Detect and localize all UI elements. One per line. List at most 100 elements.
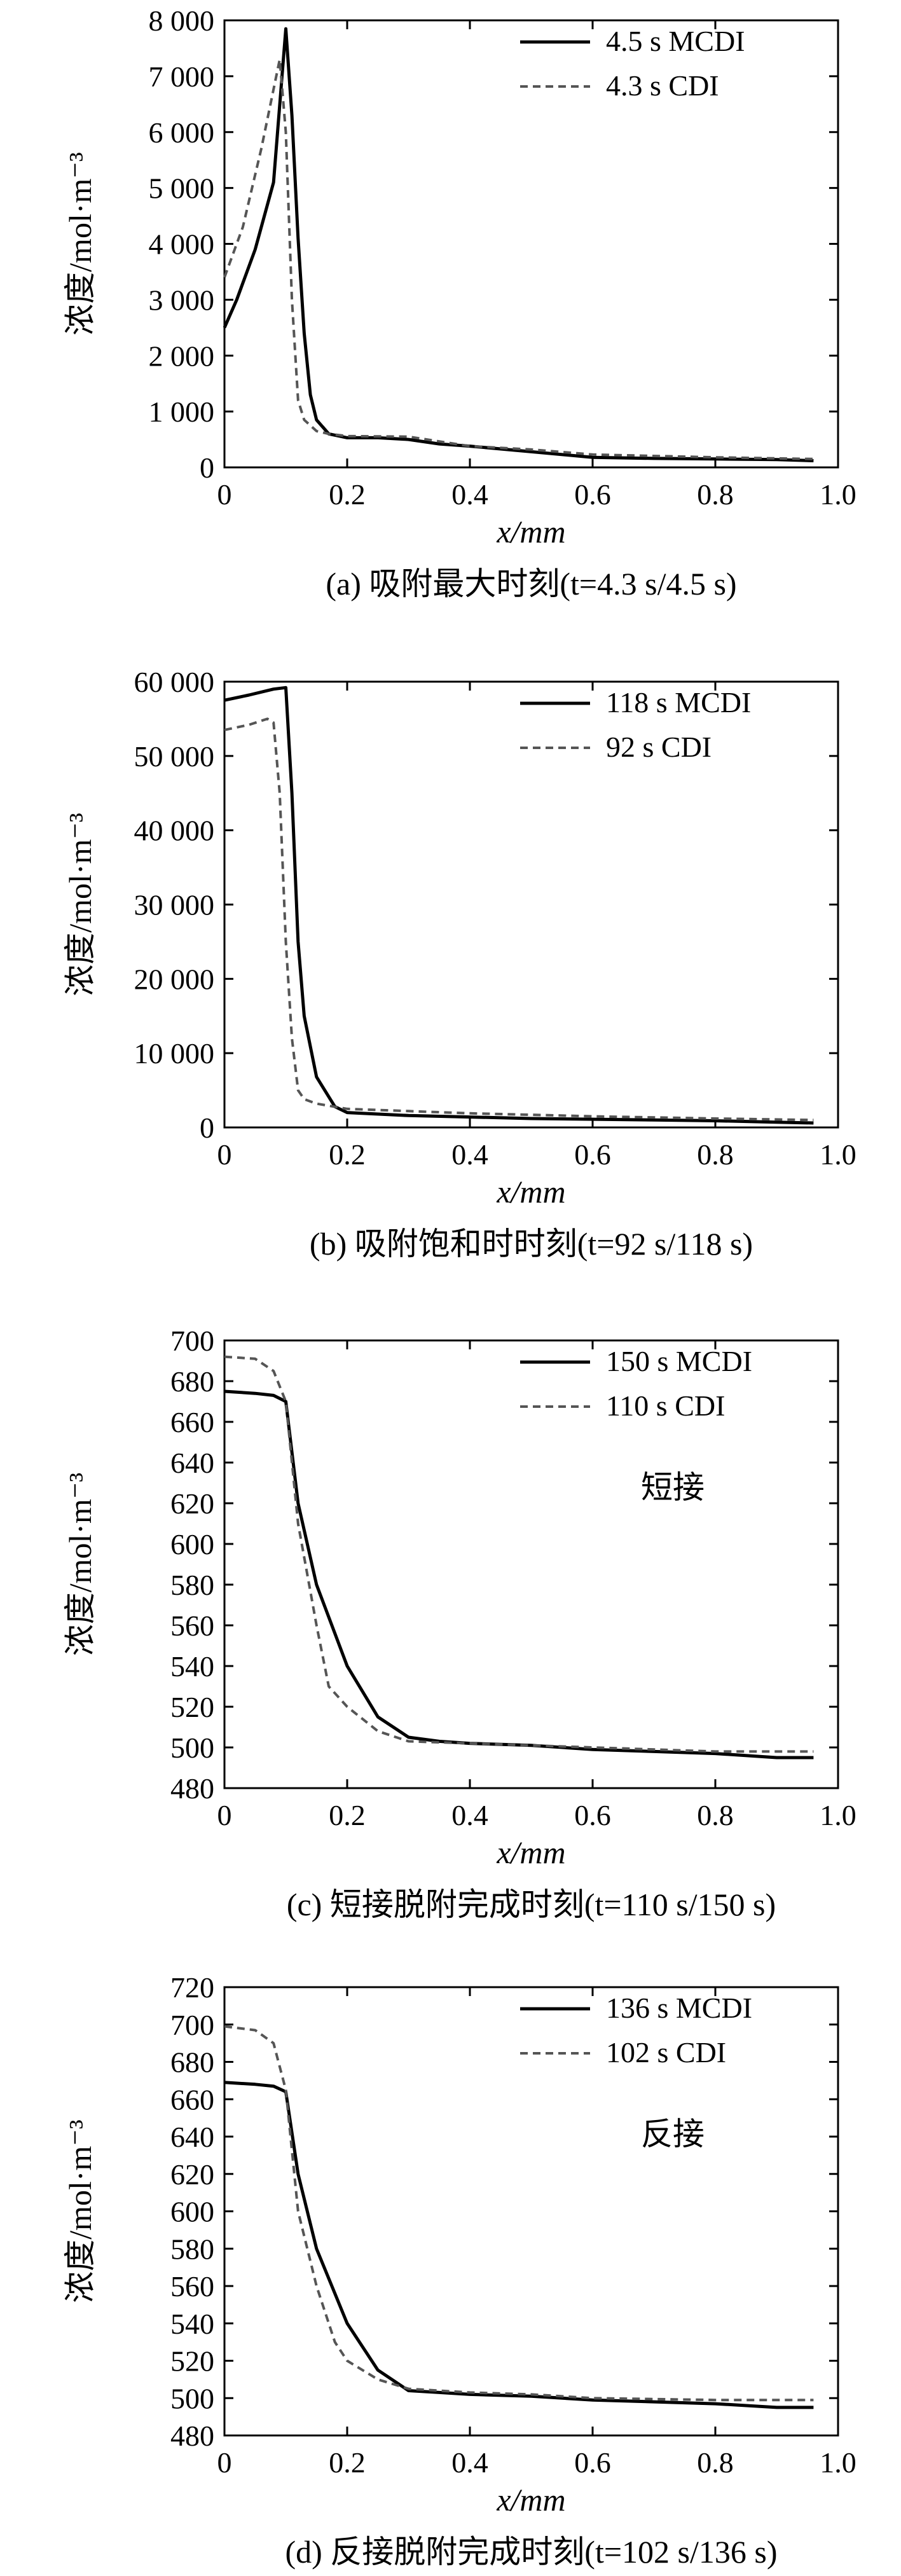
y-tick-label: 700 [170,1325,214,1357]
y-tick-label: 580 [170,1569,214,1601]
y-tick-label: 7 000 [149,60,215,93]
y-tick-label: 500 [170,1732,214,1764]
x-tick-label: 0.8 [697,1799,734,1831]
x-tick-label: 0.4 [451,2446,488,2479]
x-tick-label: 0.6 [574,1138,611,1171]
x-tick-label: 1.0 [820,2446,856,2479]
annotation-label: 短接 [641,1470,705,1505]
panel-caption: (c) 短接脱附完成时刻(t=110 s/150 s) [287,1887,776,1922]
y-tick-label: 720 [170,1971,214,2004]
legend-label: 136 s MCDI [606,1992,752,2024]
y-tick-label: 560 [170,1609,214,1642]
annotation-label: 反接 [641,2116,705,2152]
y-tick-label: 5 000 [149,172,215,205]
series-line-mcdi [224,685,814,1125]
x-tick-label: 1.0 [820,478,856,511]
x-tick-label: 0.2 [329,1799,366,1831]
series-line-cdi [223,58,814,460]
y-tick-label: 4 000 [149,228,215,261]
legend-label: 110 s CDI [606,1389,725,1422]
y-tick-label: 60 000 [134,666,215,698]
y-tick-label: 660 [170,1406,214,1438]
x-tick-label: 0 [217,478,232,511]
y-tick-label: 20 000 [134,963,215,995]
y-tick-label: 660 [170,2083,214,2116]
x-axis-label: x/mm [496,1174,565,1209]
legend-label: 118 s MCDI [606,686,751,719]
x-tick-label: 0 [217,2446,232,2479]
legend-label: 92 s CDI [606,731,712,763]
y-tick-label: 580 [170,2233,214,2265]
series-line-cdi [224,2025,814,2402]
x-axis-label: x/mm [496,1835,565,1870]
plot-frame [223,1339,839,1789]
chart-panel-a: 0 0.2 0.4 0.6 0.8 1.0 0 1 000 2 000 3 000 4 000 5 0… [62,4,856,602]
chart-panel-d: 0 0.2 0.4 0.6 0.8 1.0 480 500 520 540 560 580 600 620… [62,1971,856,2570]
panel-caption: (a) 吸附最大时刻(t=4.3 s/4.5 s) [326,566,736,602]
y-axis-label: 浓度/mol·m⁻³ [62,2119,98,2303]
y-tick-label: 680 [170,2046,214,2079]
y-tick-label: 640 [170,1447,214,1479]
y-tick-label: 2 000 [149,340,215,372]
plot-frame [223,1986,839,2437]
x-tick-label: 0.4 [451,1138,488,1171]
y-tick-label: 40 000 [134,815,215,847]
x-tick-label: 0.8 [697,1138,734,1171]
y-tick-label: 640 [170,2121,214,2153]
plot-frame [223,19,839,469]
x-tick-label: 1.0 [820,1138,856,1171]
y-tick-label: 0 [200,451,214,484]
x-tick-label: 1.0 [820,1799,856,1831]
y-tick-label: 540 [170,1650,214,1683]
y-axis-label: 浓度/mol·m⁻³ [62,813,98,996]
x-tick-label: 0 [217,1138,232,1171]
y-tick-label: 500 [170,2382,214,2414]
series-line-mcdi [224,2081,814,2409]
y-tick-label: 0 [200,1112,214,1144]
y-tick-label: 50 000 [134,740,215,773]
legend-label: 4.3 s CDI [606,69,719,102]
y-tick-label: 560 [170,2270,214,2303]
y-tick-label: 480 [170,2420,214,2452]
y-tick-label: 1 000 [149,396,215,428]
y-tick-label: 540 [170,2308,214,2340]
y-tick-label: 8 000 [149,4,215,37]
legend-label: 150 s MCDI [606,1345,752,1377]
panel-caption: (d) 反接脱附完成时刻(t=102 s/136 s) [285,2534,778,2570]
legend-label: 102 s CDI [606,2036,726,2069]
y-tick-label: 520 [170,2345,214,2378]
y-tick-label: 600 [170,2196,214,2228]
x-axis-label: x/mm [496,2482,565,2517]
series-line-cdi [224,1355,814,1753]
y-tick-label: 3 000 [149,284,215,316]
y-tick-label: 520 [170,1691,214,1723]
x-tick-label: 0.2 [329,2446,366,2479]
y-tick-label: 700 [170,2009,214,2041]
y-tick-label: 30 000 [134,889,215,921]
x-axis-label: x/mm [496,514,565,549]
panel-caption: (b) 吸附饱和时时刻(t=92 s/118 s) [310,1226,753,1262]
y-tick-label: 10 000 [134,1037,215,1070]
x-tick-label: 0.8 [697,478,734,511]
y-tick-label: 6 000 [149,116,215,149]
y-tick-label: 620 [170,1487,214,1520]
plot-frame [223,680,839,1129]
x-tick-label: 0.6 [574,478,611,511]
x-tick-label: 0.2 [329,478,366,511]
x-tick-label: 0.6 [574,2446,611,2479]
x-tick-label: 0.8 [697,2446,734,2479]
x-tick-label: 0.6 [574,1799,611,1831]
x-tick-label: 0.2 [329,1138,366,1171]
chart-panel-c: 0 0.2 0.4 0.6 0.8 1.0 480 500 520 540 560 580 600 620… [62,1325,856,1922]
y-tick-label: 600 [170,1528,214,1560]
chart-panel-b: 0 0.2 0.4 0.6 0.8 1.0 0 10 000 20 000 30 000 40 00… [62,666,856,1262]
x-tick-label: 0.4 [451,478,488,511]
series-line-cdi [224,717,814,1122]
y-tick-label: 620 [170,2158,214,2191]
y-tick-label: 680 [170,1365,214,1398]
legend-label: 4.5 s MCDI [606,25,745,57]
series-line-mcdi [223,27,814,462]
y-axis-label: 浓度/mol·m⁻³ [62,1473,98,1656]
y-tick-label: 480 [170,1772,214,1805]
